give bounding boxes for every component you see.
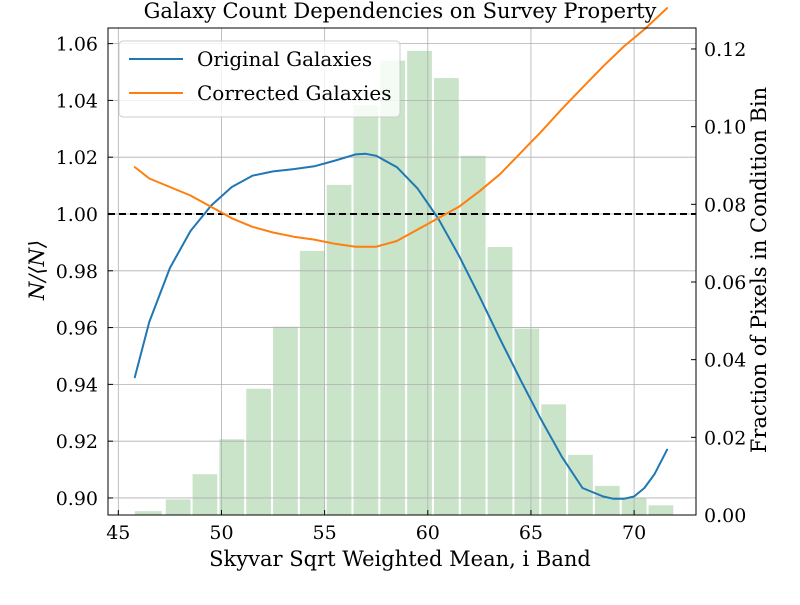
x-axis-label: Skyvar Sqrt Weighted Mean, i Band — [209, 547, 591, 571]
series-line-0 — [133, 152, 669, 500]
histogram-bar-14 — [514, 328, 540, 515]
plot-frame — [107, 27, 697, 516]
y-tick-label-4: 0.98 — [56, 261, 98, 283]
x-tick-label-2: 55 — [313, 522, 337, 544]
series-layer — [133, 7, 669, 500]
legend-box — [118, 40, 401, 118]
histogram-bar-10 — [407, 50, 432, 515]
y-right-tick-label-2: 0.04 — [704, 350, 746, 372]
legend-label-original: Original Galaxies — [197, 47, 372, 71]
y-right-tick-label-3: 0.06 — [704, 272, 746, 294]
histogram-bar-13 — [487, 247, 513, 515]
histogram-bar-0 — [134, 511, 162, 515]
histogram-bar-17 — [594, 485, 620, 515]
y-tick-label-1: 0.92 — [56, 431, 98, 453]
axes-frame — [107, 27, 697, 516]
histogram-bar-11 — [433, 78, 459, 515]
y-tick-label-0: 0.90 — [56, 488, 98, 510]
ticks-layer: 45 50 55 60 65 70 0.90 0.92 0.94 0.96 0.98 1.00 1.02… — [56, 34, 747, 544]
y-tick-label-3: 0.96 — [56, 318, 98, 340]
histogram-bar-8 — [353, 105, 379, 516]
y-right-tick-label-0: 0.00 — [704, 505, 746, 527]
histogram-bar-2 — [192, 474, 218, 515]
histogram-layer — [134, 50, 674, 516]
chart-title: Galaxy Count Dependencies on Survey Prop… — [144, 0, 657, 23]
histogram-bar-7 — [326, 184, 352, 515]
y-right-tick-label-5: 0.10 — [704, 117, 746, 139]
y-right-tick-label-1: 0.02 — [704, 427, 746, 449]
x-tick-label-0: 45 — [106, 522, 130, 544]
y-right-tick-label-4: 0.08 — [704, 194, 746, 216]
y-tick-label-8: 1.06 — [56, 34, 98, 56]
y-tick-label-5: 1.00 — [56, 204, 98, 226]
x-tick-label-4: 65 — [519, 522, 543, 544]
y-axis-label-right: Fraction of Pixels in Condition Bin — [747, 87, 771, 453]
histogram-bar-4 — [246, 388, 271, 515]
histogram-bar-1 — [165, 499, 191, 515]
y-right-tick-label-6: 0.12 — [704, 39, 746, 61]
legend: Original Galaxies Corrected Galaxies — [118, 40, 401, 118]
histogram-bar-9 — [380, 60, 406, 515]
y-tick-label-7: 1.04 — [56, 90, 98, 112]
histogram-bar-6 — [299, 250, 325, 516]
legend-label-corrected: Corrected Galaxies — [197, 81, 392, 105]
y-tick-label-6: 1.02 — [56, 147, 98, 169]
series-line-1 — [133, 7, 669, 248]
histogram-bar-3 — [219, 439, 245, 515]
histogram-bar-12 — [460, 155, 486, 515]
x-tick-label-1: 50 — [209, 522, 233, 544]
histogram-bar-19 — [648, 505, 674, 515]
x-tick-label-5: 70 — [622, 522, 646, 544]
histogram-bar-5 — [273, 326, 298, 515]
y-tick-label-2: 0.94 — [56, 374, 98, 396]
histogram-bar-15 — [541, 404, 567, 515]
y-axis-label-left: N/⟨N⟩ — [25, 240, 49, 301]
x-tick-label-3: 60 — [416, 522, 440, 544]
